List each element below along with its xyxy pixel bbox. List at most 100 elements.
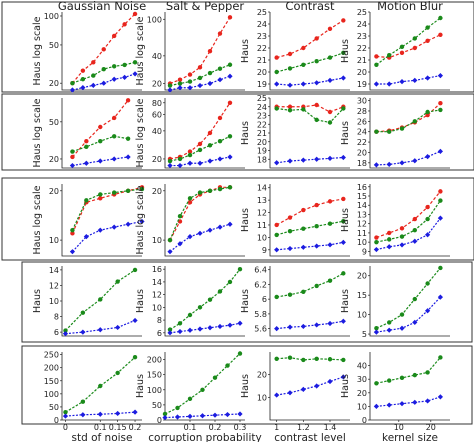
data-point-blue <box>162 414 168 421</box>
data-point-green <box>412 119 417 124</box>
data-point-red <box>314 202 319 208</box>
data-point-blue <box>274 247 280 253</box>
data-point-green <box>425 216 430 222</box>
data-point-blue <box>373 329 379 335</box>
data-point-blue <box>197 160 203 166</box>
y-tick-label: 20 <box>152 80 162 89</box>
data-point-blue <box>132 71 138 77</box>
data-point-blue <box>69 87 76 93</box>
data-point-green <box>301 357 306 363</box>
panel-r1-c1: 20 40 60 80 Haus log scale <box>135 98 245 169</box>
series-line-red <box>71 186 143 234</box>
y-tick-label: 10 <box>357 311 367 320</box>
data-point-red <box>274 55 279 60</box>
panel-r0-c2: 19 20 21 22 23 24 25 Haus <box>240 8 350 91</box>
y-tick-label: 12 <box>257 209 267 218</box>
data-point-blue <box>177 328 183 335</box>
data-point-green <box>63 328 68 333</box>
y-tick-label: 18 <box>257 155 267 164</box>
data-point-red <box>287 215 293 220</box>
data-point-blue <box>399 242 405 248</box>
y-tick-label: 40 <box>152 127 162 136</box>
data-point-blue <box>207 227 213 233</box>
data-point-green <box>115 370 120 376</box>
series-line-green <box>276 107 344 124</box>
y-tick-label: 12 <box>49 281 59 290</box>
y-tick-label: 5 <box>362 330 367 339</box>
data-point-green <box>207 143 213 148</box>
data-point-blue <box>386 327 392 333</box>
data-point-red <box>301 207 306 213</box>
data-point-blue <box>237 411 243 417</box>
data-point-green <box>125 136 131 141</box>
data-point-blue <box>69 249 76 255</box>
data-point-blue <box>177 241 183 247</box>
data-point-green <box>314 356 319 361</box>
data-point-blue <box>197 326 203 332</box>
data-point-red <box>125 98 131 103</box>
y-axis-label: Haus <box>340 39 351 63</box>
data-point-red <box>187 72 193 77</box>
data-point-blue <box>373 81 379 87</box>
data-point-red <box>438 100 443 106</box>
x-axis-label: corruption probability <box>148 432 261 442</box>
y-tick-label: 8 <box>54 313 59 322</box>
data-point-green <box>132 60 138 65</box>
y-tick-label: 0 <box>54 416 59 425</box>
y-tick-label: 10 <box>152 236 162 245</box>
data-point-green <box>327 221 333 226</box>
data-point-red <box>217 115 223 121</box>
y-tick-label: 250 <box>44 351 59 360</box>
data-point-green <box>327 278 333 283</box>
y-tick-label: 8 <box>157 316 162 325</box>
data-point-green <box>217 289 223 294</box>
data-point-red <box>101 47 106 52</box>
data-point-blue <box>97 327 103 333</box>
y-tick-label: 15 <box>357 192 367 201</box>
data-point-red <box>438 189 443 194</box>
data-point-green <box>374 381 379 386</box>
data-point-red <box>187 149 193 154</box>
data-point-blue <box>327 242 333 248</box>
data-point-red <box>122 22 127 27</box>
series-line-green <box>276 52 344 73</box>
y-tick-label: 50 <box>49 118 59 127</box>
data-point-green <box>217 138 223 144</box>
data-point-blue <box>373 403 379 409</box>
y-axis-label: Haus <box>240 289 251 313</box>
data-point-red <box>287 51 293 57</box>
data-point-green <box>287 228 293 234</box>
data-point-green <box>399 375 405 381</box>
y-axis-label: Haus log scale <box>135 185 146 254</box>
data-point-red <box>177 77 183 82</box>
series-line-green <box>376 17 441 66</box>
data-point-green <box>274 356 279 361</box>
data-point-green <box>301 226 306 231</box>
y-tick-label: 10 <box>357 402 367 411</box>
data-point-green <box>115 279 120 284</box>
data-point-green <box>341 219 346 224</box>
data-point-green <box>387 53 392 58</box>
data-point-blue <box>167 330 173 336</box>
axes <box>269 266 350 337</box>
axes <box>269 12 350 91</box>
data-point-green <box>374 129 379 134</box>
axes <box>61 266 142 337</box>
data-point-blue <box>386 161 392 167</box>
data-point-green <box>274 232 279 238</box>
data-point-green <box>175 405 180 411</box>
y-tick-label: 40 <box>357 362 367 371</box>
data-point-green <box>287 292 293 297</box>
series-line-green <box>71 188 143 231</box>
panel-r2-c0: 10 20 Haus log scale <box>32 184 145 257</box>
data-point-blue <box>217 224 223 230</box>
data-point-blue <box>167 162 173 169</box>
series-line-green <box>65 269 136 331</box>
data-point-red <box>98 124 103 130</box>
y-tick-label: 14 <box>49 266 59 275</box>
panel-r2-c1: 10 20 Haus log scale <box>135 184 245 257</box>
data-point-green <box>197 75 203 81</box>
data-point-green <box>207 70 213 76</box>
data-point-red <box>425 204 430 210</box>
